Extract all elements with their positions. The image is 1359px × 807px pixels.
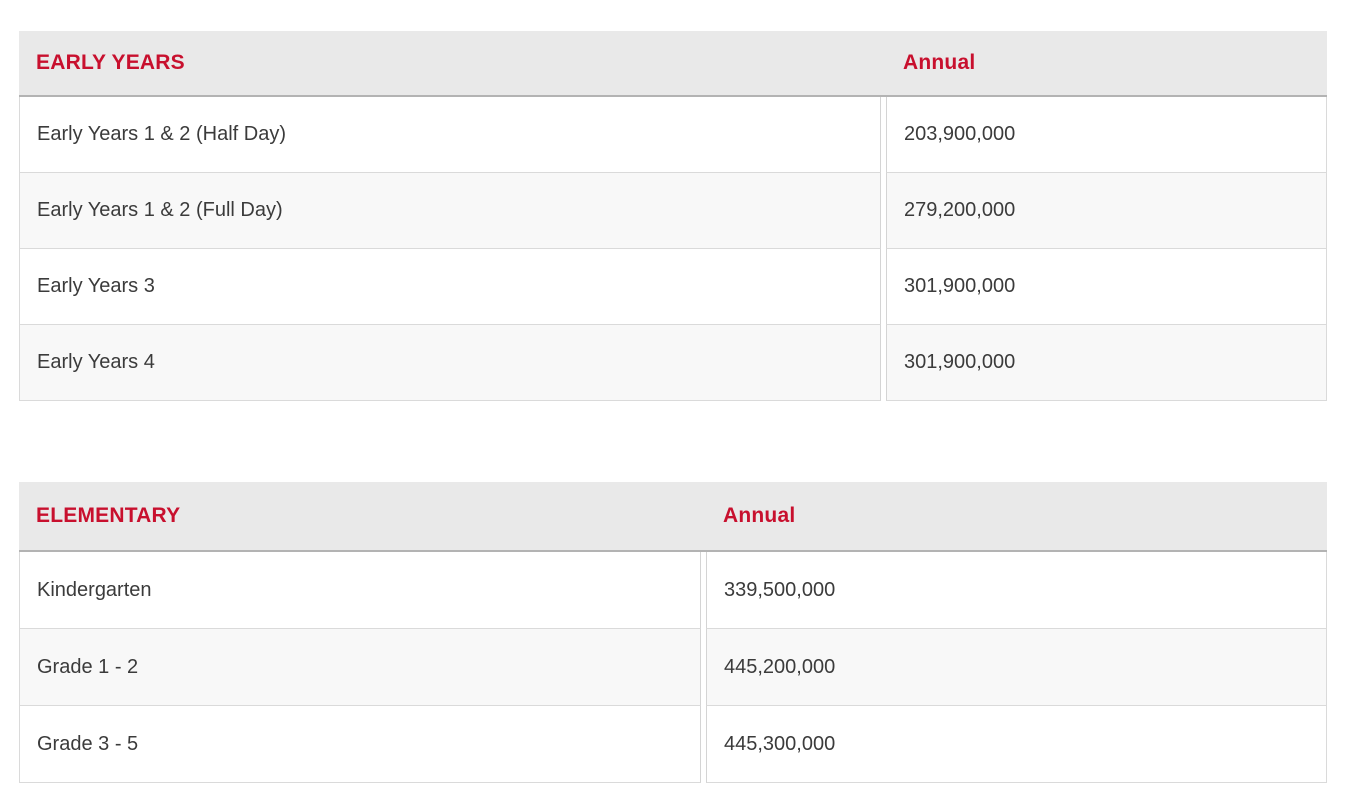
row-annual-value: 445,200,000	[706, 629, 1327, 706]
row-annual-value: 279,200,000	[886, 173, 1327, 249]
table-row: Early Years 1 & 2 (Half Day) 203,900,000	[19, 97, 1327, 173]
tables-root: EARLY YEARS Annual Early Years 1 & 2 (Ha…	[19, 31, 1327, 783]
row-annual-value: 301,900,000	[886, 249, 1327, 325]
table-row: Early Years 1 & 2 (Full Day) 279,200,000	[19, 173, 1327, 249]
fee-table: ELEMENTARY Annual Kindergarten 339,500,0…	[19, 482, 1327, 783]
row-annual-value: 445,300,000	[706, 706, 1327, 783]
table-row: Early Years 3 301,900,000	[19, 249, 1327, 325]
table-header: ELEMENTARY Annual	[19, 482, 1327, 552]
row-label: Early Years 1 & 2 (Half Day)	[19, 97, 881, 173]
table-body: Early Years 1 & 2 (Half Day) 203,900,000…	[19, 97, 1327, 401]
table-row: Kindergarten 339,500,000	[19, 552, 1327, 629]
row-label: Early Years 4	[19, 325, 881, 401]
row-label: Grade 1 - 2	[19, 629, 701, 706]
fee-table: EARLY YEARS Annual Early Years 1 & 2 (Ha…	[19, 31, 1327, 401]
row-label: Early Years 3	[19, 249, 881, 325]
row-annual-value: 203,900,000	[886, 97, 1327, 173]
row-annual-value: 301,900,000	[886, 325, 1327, 401]
table-title: EARLY YEARS	[36, 51, 185, 74]
row-label: Grade 3 - 5	[19, 706, 701, 783]
row-label: Kindergarten	[19, 552, 701, 629]
table-body: Kindergarten 339,500,000 Grade 1 - 2 445…	[19, 552, 1327, 783]
table-row: Grade 1 - 2 445,200,000	[19, 629, 1327, 706]
row-label: Early Years 1 & 2 (Full Day)	[19, 173, 881, 249]
annual-column-header: Annual	[723, 504, 796, 527]
annual-column-header: Annual	[903, 51, 976, 74]
table-header: EARLY YEARS Annual	[19, 31, 1327, 97]
table-row: Grade 3 - 5 445,300,000	[19, 706, 1327, 783]
table-title: ELEMENTARY	[36, 504, 181, 527]
row-annual-value: 339,500,000	[706, 552, 1327, 629]
table-row: Early Years 4 301,900,000	[19, 325, 1327, 401]
